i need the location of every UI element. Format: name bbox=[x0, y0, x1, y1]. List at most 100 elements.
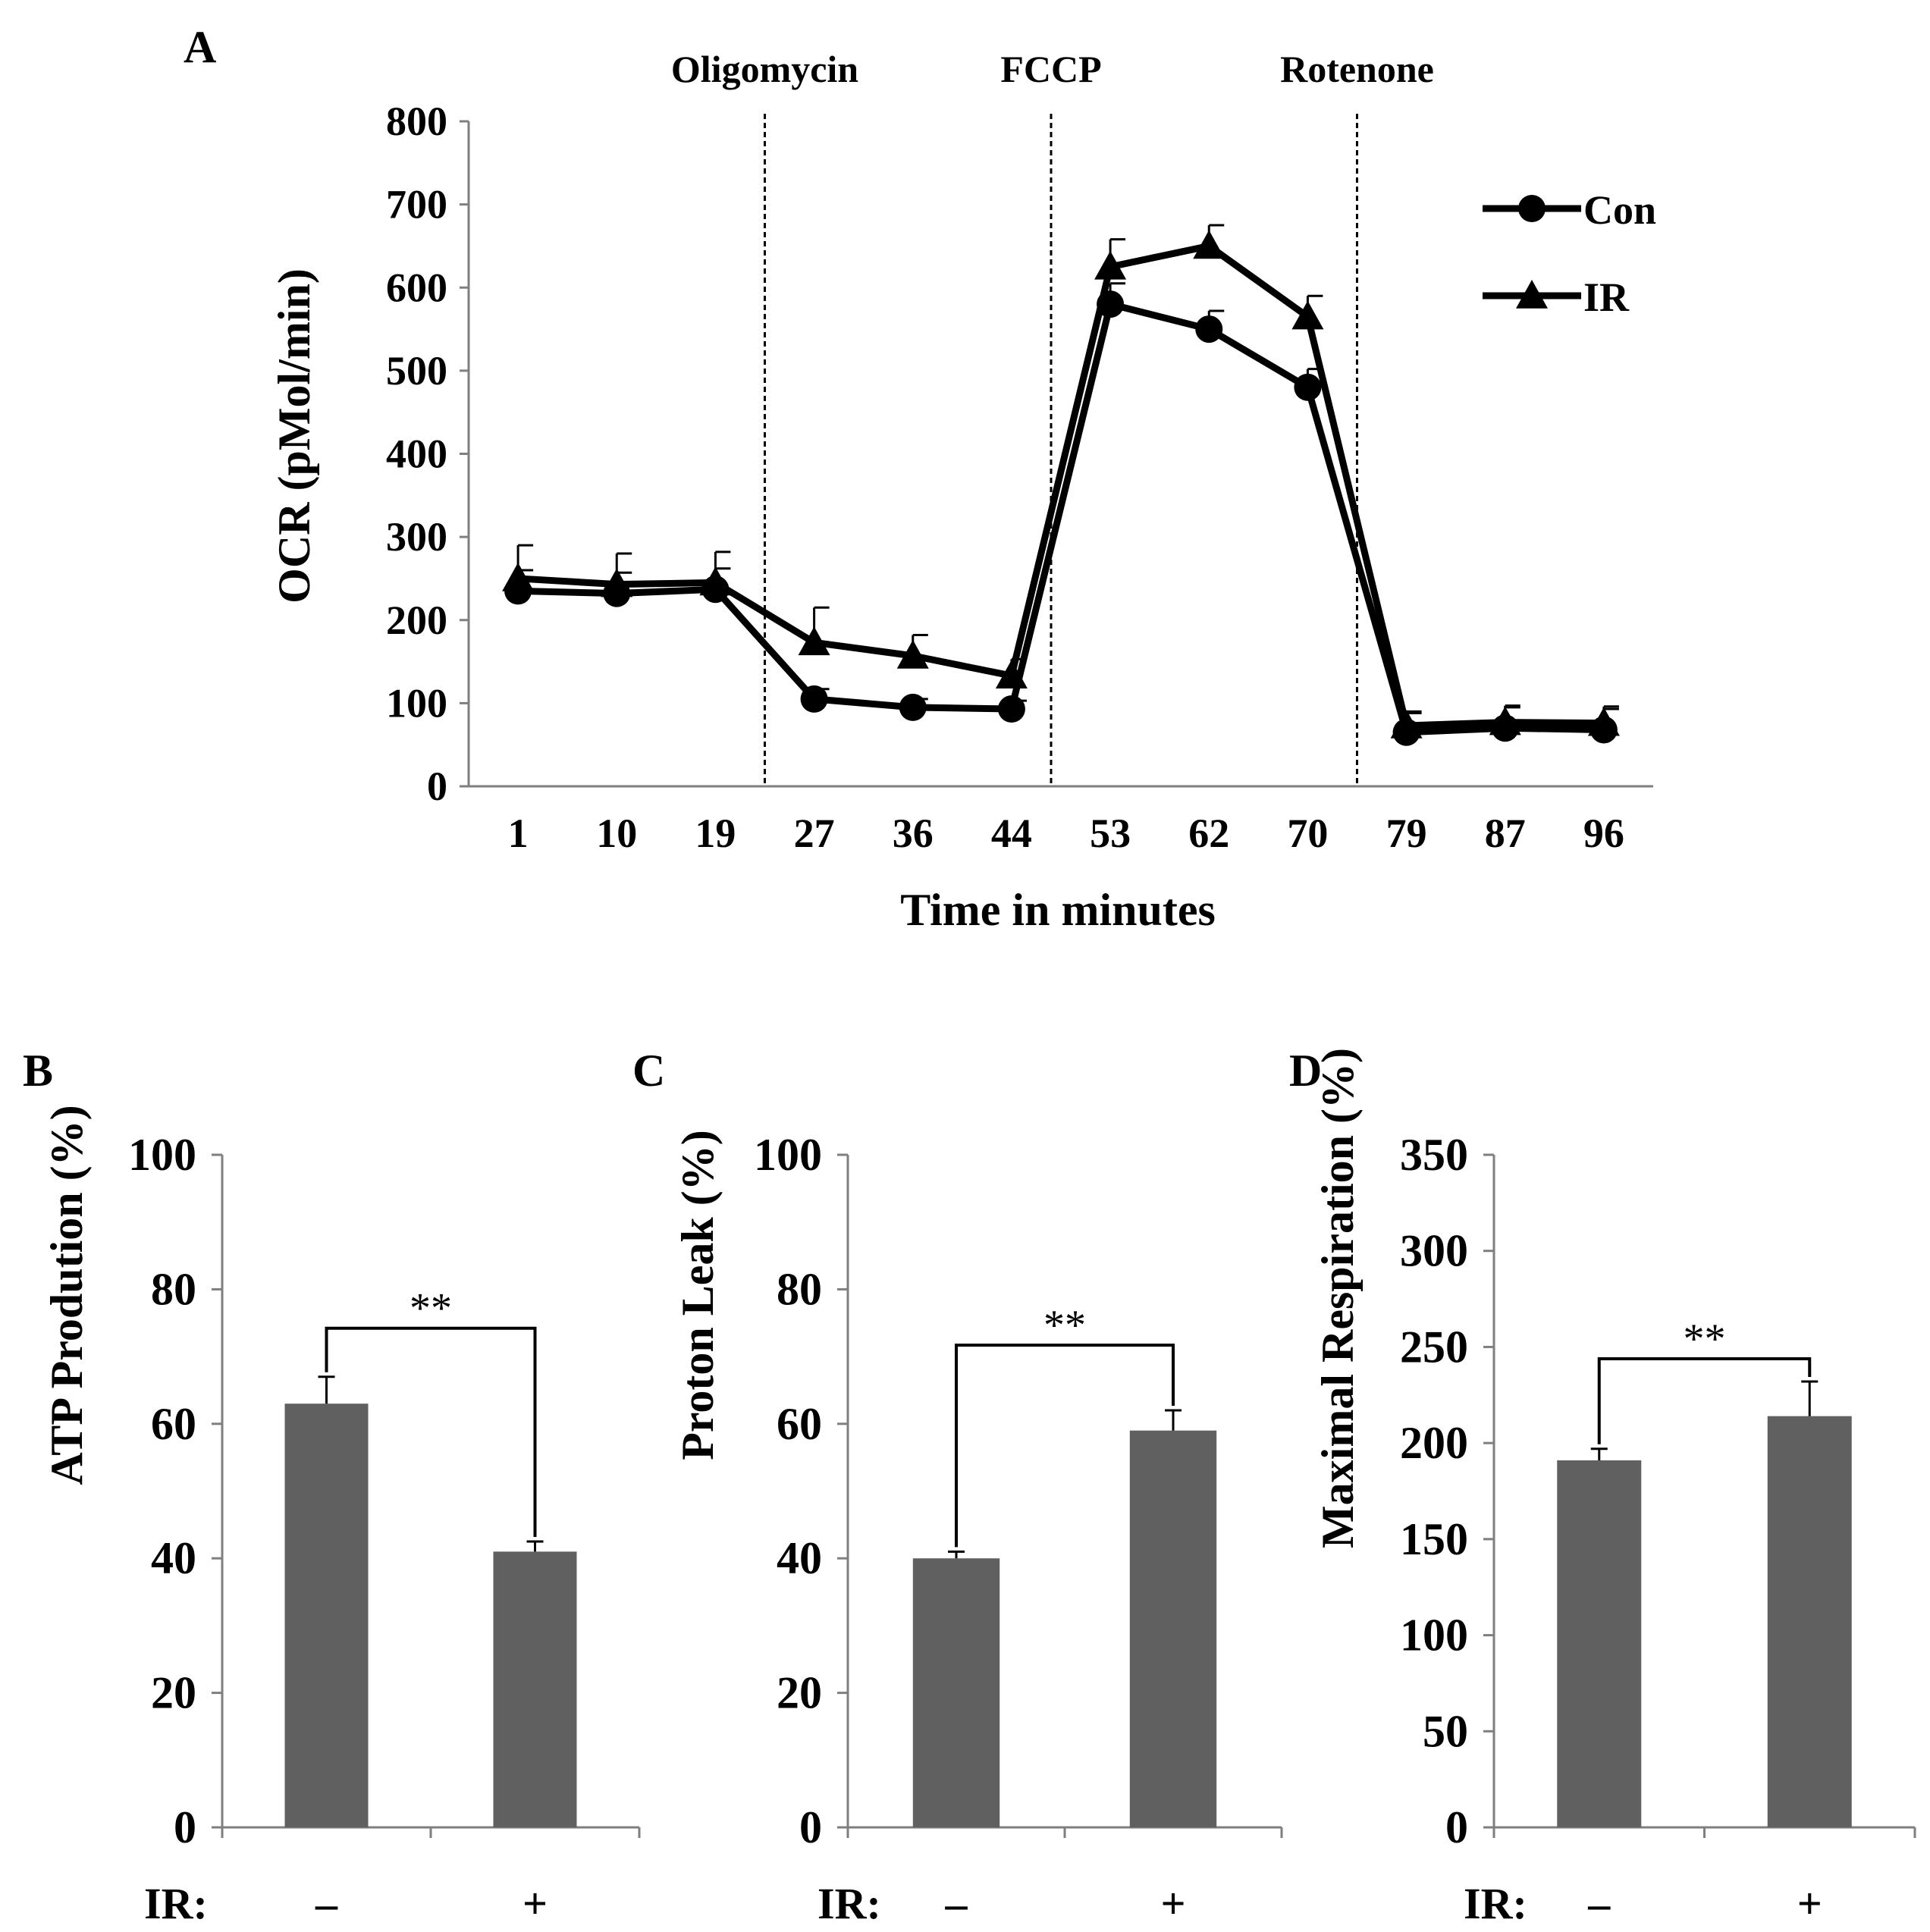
data-point-triangle bbox=[1193, 230, 1225, 259]
category-label: – bbox=[1587, 1879, 1611, 1928]
legend-a: Con IR bbox=[1483, 187, 1656, 320]
injection-label: FCCP bbox=[1000, 48, 1101, 90]
x-tick-label-a: 1 bbox=[508, 811, 529, 856]
y-tick-label: 80 bbox=[151, 1264, 196, 1314]
data-point-triangle bbox=[1489, 706, 1521, 735]
y-tick-label: 0 bbox=[1445, 1802, 1468, 1852]
y-tick-label: 250 bbox=[1400, 1322, 1468, 1372]
bar bbox=[1767, 1416, 1852, 1827]
category-label: + bbox=[1797, 1879, 1822, 1928]
legend-label: IR bbox=[1583, 274, 1630, 320]
y-tick-label-a: 600 bbox=[386, 265, 447, 310]
significance-bracket bbox=[1597, 1357, 1812, 1444]
y-tick-label: 100 bbox=[754, 1130, 822, 1180]
y-tick-label-a: 100 bbox=[386, 680, 447, 726]
series-a bbox=[502, 224, 1620, 746]
data-point-triangle bbox=[502, 562, 535, 591]
category-label: – bbox=[315, 1879, 338, 1928]
data-point-circle bbox=[899, 693, 927, 721]
x-tick-label-a: 10 bbox=[596, 811, 637, 856]
y-axis-title-a: OCR (pMol/min) bbox=[269, 268, 319, 604]
y-tick-label: 50 bbox=[1423, 1706, 1468, 1756]
x-tick-label-a: 79 bbox=[1386, 811, 1427, 856]
panel-letter-b: B bbox=[23, 1046, 53, 1096]
injection-label: Rotenone bbox=[1280, 48, 1434, 90]
y-axis-title-d: Maximal Respiration (%) bbox=[1313, 1048, 1363, 1548]
y-tick-label-a: 200 bbox=[386, 597, 447, 643]
panel-letter-d: D bbox=[1289, 1046, 1322, 1096]
plot-d: 0 50 100 150 200 250 300 350 – + IR: ** bbox=[1400, 1130, 1916, 1928]
y-tick-label-a: 400 bbox=[386, 431, 447, 477]
x-axis-title-a: Time in minutes bbox=[900, 885, 1216, 935]
y-tick-label-a: 0 bbox=[427, 764, 447, 809]
y-tick-label: 80 bbox=[777, 1264, 822, 1314]
bar bbox=[493, 1551, 577, 1827]
data-point-triangle bbox=[601, 568, 633, 597]
legend-marker bbox=[1518, 195, 1546, 222]
significance-label: ** bbox=[1684, 1316, 1726, 1363]
panel-c-bar-chart: C Proton Leak (%) 0 20 40 60 80 100 – + IR: ** bbox=[632, 1046, 1283, 1928]
data-point-triangle bbox=[1094, 250, 1127, 280]
y-tick-label-a: 800 bbox=[386, 99, 447, 144]
y-axis-title-c: Proton Leak (%) bbox=[673, 1130, 723, 1460]
drug-injection-markers: Oligomycin FCCP Rotenone bbox=[671, 48, 1434, 786]
x-tick-label-a: 62 bbox=[1188, 811, 1229, 856]
y-tick-label: 350 bbox=[1400, 1130, 1468, 1180]
x-tick-label-a: 53 bbox=[1090, 811, 1131, 856]
x-tick-label-a: 96 bbox=[1583, 811, 1624, 856]
y-tick-label-a: 300 bbox=[386, 514, 447, 560]
panel-b-bar-chart: B ATP Prodution (%) 0 20 40 60 80 100 – + IR: ** bbox=[23, 1046, 641, 1928]
plot-b: 0 20 40 60 80 100 – + IR: ** bbox=[128, 1130, 641, 1928]
y-tick-label: 60 bbox=[777, 1399, 822, 1449]
panel-letter-a: A bbox=[184, 22, 216, 72]
y-tick-label-a: 700 bbox=[386, 182, 447, 227]
data-point-triangle bbox=[995, 660, 1028, 688]
group-label: IR: bbox=[818, 1879, 881, 1928]
y-tick-label: 60 bbox=[151, 1399, 196, 1449]
y-tick-label: 200 bbox=[1400, 1418, 1468, 1468]
x-tick-label-a: 87 bbox=[1485, 811, 1526, 856]
y-tick-label: 20 bbox=[151, 1668, 196, 1718]
y-tick-label: 40 bbox=[777, 1533, 822, 1583]
data-point-triangle bbox=[798, 626, 830, 656]
y-tick-label: 100 bbox=[128, 1130, 196, 1180]
y-tick-label-a: 500 bbox=[386, 348, 447, 394]
legend-label: Con bbox=[1583, 187, 1656, 233]
y-tick-label: 300 bbox=[1400, 1226, 1468, 1276]
significance-bracket bbox=[325, 1326, 537, 1538]
data-point-circle bbox=[800, 685, 828, 713]
panel-d-bar-chart: D Maximal Respiration (%) 0 50 100 150 200 25… bbox=[1289, 1046, 1916, 1928]
category-label: + bbox=[1160, 1879, 1185, 1928]
data-point-triangle bbox=[896, 639, 929, 669]
x-tick-label-a: 70 bbox=[1287, 811, 1328, 856]
significance-label: ** bbox=[410, 1285, 452, 1332]
y-tick-label: 0 bbox=[174, 1802, 196, 1852]
significance-bracket bbox=[955, 1344, 1175, 1548]
y-tick-label: 40 bbox=[151, 1533, 196, 1583]
x-tick-label-a: 36 bbox=[893, 811, 934, 856]
y-axis-title-b: ATP Prodution (%) bbox=[42, 1105, 92, 1485]
panel-a-line-chart: A Oligomycin FCCP Rotenone 0 100 200 300 400 50… bbox=[184, 22, 1656, 935]
bar bbox=[912, 1558, 1000, 1827]
axes-a: 0 100 200 300 400 500 600 700 800 1 10 19 27 36 44 53 62… bbox=[386, 99, 1653, 856]
data-point-triangle bbox=[699, 566, 732, 596]
category-label: + bbox=[523, 1879, 548, 1928]
series-line bbox=[517, 300, 1604, 736]
data-point-triangle bbox=[1390, 709, 1423, 739]
data-point-circle bbox=[997, 695, 1025, 723]
group-label: IR: bbox=[1464, 1879, 1527, 1928]
series-line bbox=[517, 242, 1604, 729]
x-tick-label-a: 44 bbox=[991, 811, 1032, 856]
group-label: IR: bbox=[144, 1879, 208, 1928]
category-label: – bbox=[945, 1879, 968, 1928]
data-point-triangle bbox=[1587, 707, 1620, 736]
y-tick-label: 100 bbox=[1400, 1611, 1468, 1661]
panel-letter-c: C bbox=[632, 1046, 665, 1096]
bar bbox=[284, 1404, 369, 1827]
x-tick-label-a: 19 bbox=[695, 811, 736, 856]
y-tick-label: 20 bbox=[777, 1668, 822, 1718]
y-tick-label: 150 bbox=[1400, 1514, 1468, 1564]
plot-c: 0 20 40 60 80 100 – + IR: ** bbox=[754, 1130, 1283, 1928]
data-point-circle bbox=[1195, 315, 1223, 343]
